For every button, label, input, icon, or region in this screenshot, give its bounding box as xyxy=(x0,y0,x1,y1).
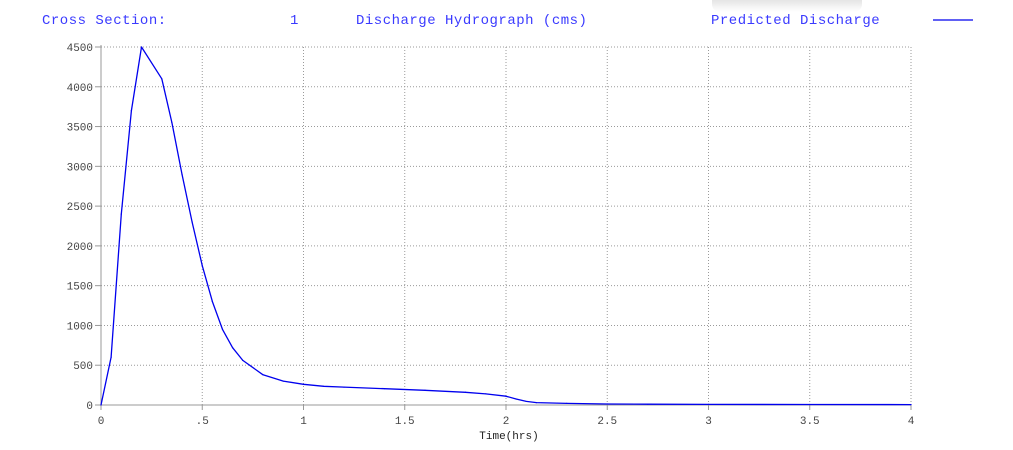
x-tick-label: 1.5 xyxy=(395,416,415,428)
data-point xyxy=(191,221,193,223)
data-point xyxy=(110,356,112,358)
y-tick-label: 0 xyxy=(86,401,93,413)
data-point xyxy=(566,402,568,405)
cross-section-value: 1 xyxy=(290,13,299,29)
data-point xyxy=(464,391,467,393)
legend-label: Predicted Discharge xyxy=(711,13,881,29)
data-point xyxy=(424,389,426,391)
x-tick-label: 3 xyxy=(705,416,712,428)
x-tick-label: 3.5 xyxy=(800,416,820,428)
x-tick-label: .5 xyxy=(196,416,209,428)
y-tick-label: 4000 xyxy=(67,83,93,95)
data-point xyxy=(232,347,234,349)
x-axis-title: Time(hrs) xyxy=(479,431,538,443)
cross-section-label: Cross Section: xyxy=(42,13,167,29)
x-tick-label: 2.5 xyxy=(597,416,617,428)
data-point xyxy=(161,78,163,80)
y-tick-label: 4500 xyxy=(67,43,93,55)
data-point xyxy=(201,265,203,267)
data-point xyxy=(809,403,811,406)
series-line-predicted-discharge xyxy=(100,46,912,406)
data-point xyxy=(707,403,710,405)
data-point xyxy=(515,398,517,400)
data-point xyxy=(535,402,537,404)
data-point xyxy=(282,380,284,382)
y-tick-label: 3000 xyxy=(67,162,93,174)
data-point xyxy=(242,359,244,362)
x-tick-label: 2 xyxy=(503,416,510,428)
data-point xyxy=(910,404,912,406)
x-tick-label: 0 xyxy=(98,416,105,428)
y-tick-label: 2000 xyxy=(67,242,93,254)
data-point xyxy=(323,385,325,387)
data-point xyxy=(120,213,122,215)
data-point xyxy=(181,173,183,175)
y-tick-label: 1500 xyxy=(67,282,93,294)
y-tick-label: 500 xyxy=(73,361,93,373)
data-point xyxy=(505,395,507,397)
data-point xyxy=(485,393,487,395)
data-point xyxy=(525,400,527,403)
x-tick-label: 4 xyxy=(908,416,915,428)
data-point xyxy=(302,383,305,385)
data-point xyxy=(606,403,608,405)
data-point xyxy=(211,300,213,303)
data-point xyxy=(383,388,386,390)
data-point xyxy=(221,328,224,331)
data-point xyxy=(140,46,143,48)
window-shadow xyxy=(712,0,862,12)
y-tick-label: 1000 xyxy=(67,321,93,333)
data-point xyxy=(171,121,173,124)
data-point xyxy=(262,374,264,376)
y-tick-label: 2500 xyxy=(67,202,93,214)
y-tick-label: 3500 xyxy=(67,123,93,135)
data-point xyxy=(100,404,102,406)
x-tick-label: 1 xyxy=(300,416,307,428)
chart-title: Discharge Hydrograph (cms) xyxy=(356,13,588,29)
data-point xyxy=(130,110,132,112)
data-point xyxy=(647,403,649,405)
data-point xyxy=(343,386,345,388)
